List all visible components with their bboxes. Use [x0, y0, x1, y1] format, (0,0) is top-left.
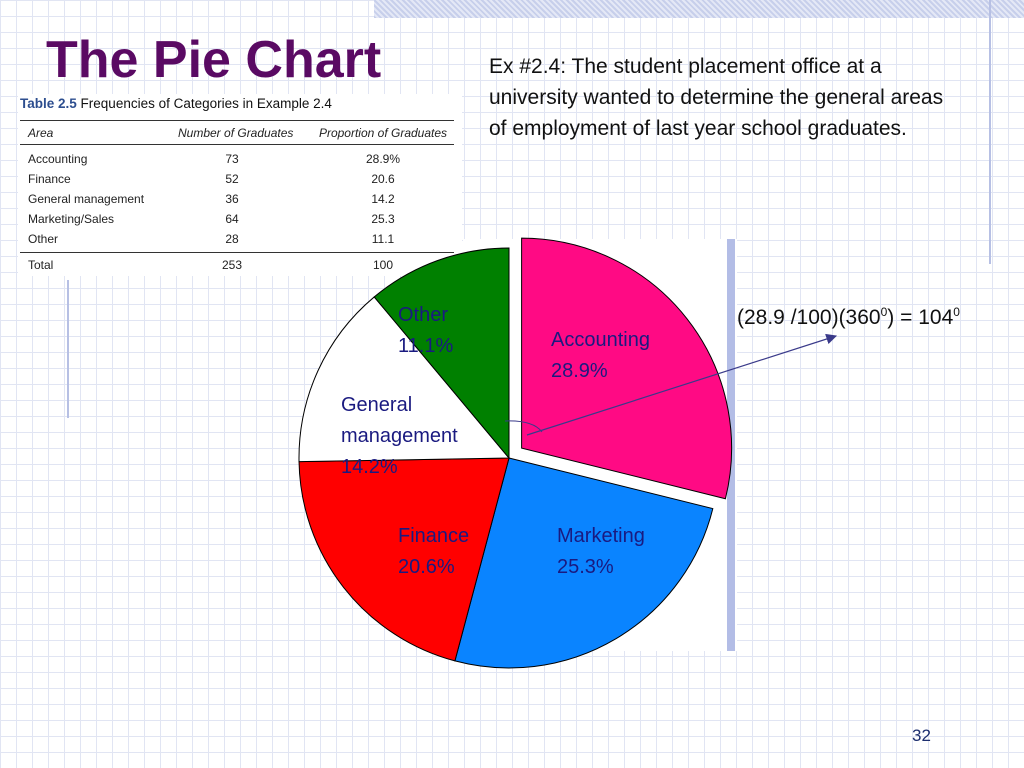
table-total-cell: 100 [372, 258, 394, 272]
formula-part-1: (28.9 /100)(360 [737, 306, 881, 329]
decor-line-left [67, 280, 69, 418]
table-rule-bottom [20, 252, 454, 253]
top-decor-band [374, 0, 1024, 18]
decor-line-right [989, 0, 991, 264]
pie-label-marketing: Marketing 25.3% [557, 525, 645, 578]
table-header-area: Area [28, 126, 54, 140]
table-cell: 25.3 [371, 212, 395, 226]
pie-label-other: Other 11.1% [398, 304, 453, 357]
table-cell: Marketing/Sales [28, 212, 115, 226]
pie-label-accounting: Accounting 28.9% [551, 329, 650, 382]
formula-part-2: ) = 104 [887, 306, 954, 329]
table-total-cell: Total [28, 258, 54, 272]
table-cell: 11.1 [371, 232, 395, 246]
table-caption-label: Table 2.5 [20, 96, 77, 111]
table-cell: Other [28, 232, 59, 246]
table-cell: 20.6 [371, 172, 395, 186]
table-caption-text: Frequencies of Categories in Example 2.4 [80, 96, 332, 111]
pie-slice-marketing [454, 457, 714, 669]
pie-slice-general-management [298, 296, 511, 463]
angle-formula: (28.9 /100)(3600) = 1040 [737, 305, 960, 330]
table-cell: 52 [225, 172, 239, 186]
pie-slice-finance [298, 457, 510, 662]
table-rule-header [20, 144, 454, 145]
formula-superscript-1: 0 [880, 305, 888, 319]
table-cell: 36 [225, 192, 239, 206]
frequency-table: Table 2.5 Frequencies of Categories in E… [18, 94, 462, 276]
table-cell: General management [28, 192, 145, 206]
pie-label-general-management: General management 14.2% [341, 394, 458, 478]
table-cell: 73 [225, 152, 239, 166]
table-rule-top [20, 120, 454, 121]
table-cell: 64 [225, 212, 239, 226]
table-cell: Finance [28, 172, 71, 186]
table-cell: 28.9% [365, 152, 401, 166]
table-total-cell: 253 [221, 258, 243, 272]
slide-description: Ex #2.4: The student placement office at… [489, 55, 944, 140]
page-number: 32 [912, 726, 931, 745]
pie-slice-other [373, 247, 510, 460]
formula-arrow [526, 333, 838, 436]
slide-title: The Pie Chart [46, 31, 382, 89]
table-header-number: Number of Graduates [178, 126, 294, 140]
table-header-proportion: Proportion of Graduates [318, 126, 448, 140]
pie-slice-accounting [521, 237, 733, 500]
table-cell: Accounting [28, 152, 88, 166]
table-caption: Table 2.5 Frequencies of Categories in E… [20, 96, 332, 111]
pie-label-finance: Finance 20.6% [398, 525, 469, 578]
formula-superscript-2: 0 [953, 305, 960, 319]
table-cell: 28 [225, 232, 239, 246]
table-cell: 14.2 [371, 192, 395, 206]
